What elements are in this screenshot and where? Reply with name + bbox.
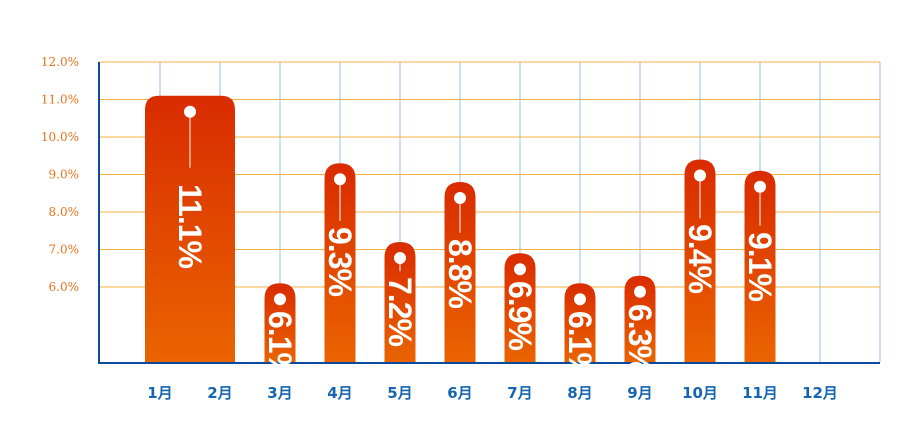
pin-dot-icon: [274, 293, 286, 306]
bar-value-label: 9.3%: [322, 226, 358, 296]
y-tick-label: 12.0%: [41, 55, 79, 69]
bar-value-label: 6.1%: [562, 311, 598, 381]
x-tick-label: 6月: [447, 384, 472, 402]
y-tick-label: 9.0%: [49, 168, 80, 182]
x-tick-label: 9月: [627, 384, 652, 402]
bar-value-label: 6.9%: [502, 281, 538, 351]
x-tick-label: 4月: [327, 384, 352, 402]
bar: [684, 159, 716, 362]
y-tick-label: 6.0%: [49, 280, 80, 294]
pin-dot-icon: [184, 105, 196, 118]
pin-dot-icon: [634, 285, 646, 298]
x-tick-label: 7月: [507, 384, 532, 402]
bar: [264, 283, 296, 362]
x-tick-label: 3月: [267, 384, 292, 402]
x-tick-label: 5月: [387, 384, 412, 402]
y-tick-label: 8.0%: [49, 205, 80, 219]
pin-dot-icon: [514, 263, 526, 276]
bar: [384, 242, 416, 362]
pin-dot-icon: [394, 252, 406, 264]
x-tick-label: 8月: [567, 384, 592, 402]
bar: [324, 163, 356, 362]
x-tick-label: 1月: [147, 384, 172, 402]
pin-dot-icon: [574, 293, 586, 306]
y-tick-label: 7.0%: [49, 243, 80, 257]
bar-value-label: 11.1%: [172, 183, 208, 268]
bar-value-label: 9.1%: [742, 231, 778, 301]
bar-value-label: 6.1%: [262, 311, 298, 381]
bar: [624, 275, 656, 362]
pin-dot-icon: [454, 192, 466, 204]
bar-value-label: 9.4%: [682, 224, 718, 294]
x-tick-label: 12月: [802, 384, 838, 402]
y-tick-label: 10.0%: [41, 130, 79, 144]
bar: [444, 182, 476, 362]
x-tick-label: 10月: [682, 384, 718, 402]
x-tick-label: 11月: [742, 384, 778, 402]
y-tick-label: 11.0%: [41, 93, 79, 107]
bar-value-label: 7.2%: [382, 277, 418, 347]
pin-dot-icon: [694, 169, 706, 182]
bar: [145, 95, 235, 362]
pin-dot-icon: [754, 180, 766, 193]
bar-value-label: 6.3%: [622, 303, 658, 373]
bar: [564, 283, 596, 362]
bar: [744, 170, 776, 362]
x-tick-label: 2月: [207, 384, 232, 402]
bar-value-label: 8.8%: [442, 238, 478, 308]
pin-dot-icon: [334, 173, 346, 186]
bar: [504, 253, 536, 362]
